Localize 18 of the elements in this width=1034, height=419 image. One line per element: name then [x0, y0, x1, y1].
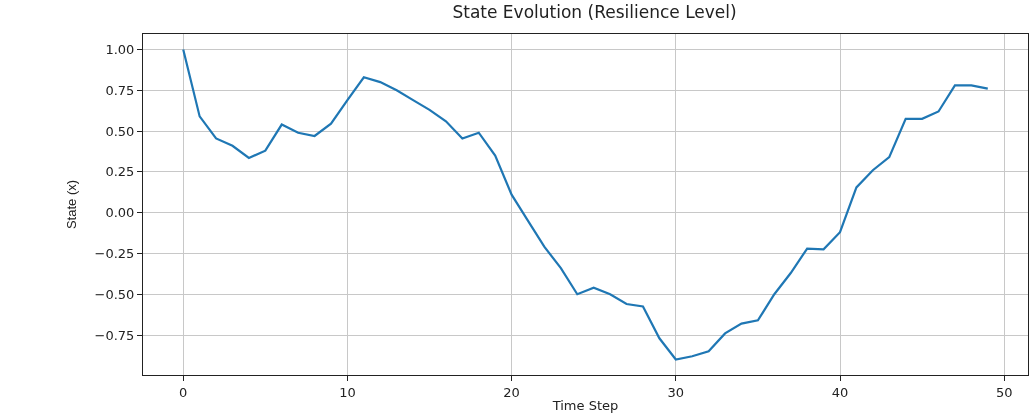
x-tick-label: 20 [503, 384, 520, 400]
y-tick-label: 1.00 [105, 42, 135, 58]
line-series [182, 48, 989, 361]
y-tick-label: −0.50 [94, 286, 135, 302]
y-tick-label: 0.75 [105, 82, 135, 98]
x-axis-title: Time Step [551, 398, 619, 414]
x-tick-label: 10 [339, 384, 356, 400]
y-axis-title: State (x) [63, 179, 79, 230]
x-tick-label: 30 [667, 384, 685, 400]
y-tick-label: 0.50 [105, 123, 135, 139]
x-tick-label: 40 [831, 384, 849, 400]
x-tick-label: 50 [995, 384, 1013, 400]
x-tick-label: 0 [179, 384, 188, 400]
y-tick-label: −0.25 [94, 246, 135, 261]
y-tick-label: −0.75 [94, 327, 135, 343]
chart-title: State Evolution (Resilience Level) [452, 2, 737, 23]
y-tick-label: 0.00 [105, 205, 135, 221]
y-tick-label: 0.25 [105, 164, 135, 180]
